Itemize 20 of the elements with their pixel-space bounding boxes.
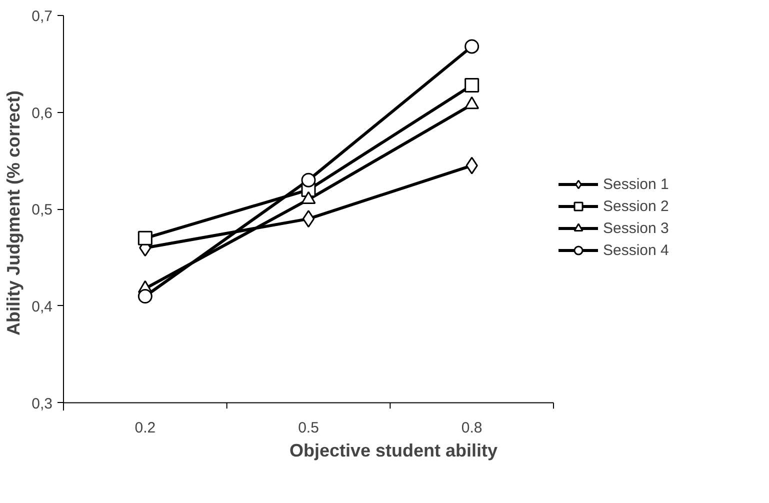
y-axis-title: Ability Judgment (% correct) <box>4 90 24 336</box>
point <box>138 230 152 246</box>
point <box>301 172 316 188</box>
legend-label: Session 2 <box>603 198 669 214</box>
x-tick-label: 0.5 <box>298 420 319 436</box>
x-tick-label: 0.8 <box>461 420 482 436</box>
legend-label: Session 3 <box>603 220 669 236</box>
y-tick-label: 0,6 <box>32 104 53 122</box>
x-axis-title: Objective student ability <box>289 440 498 460</box>
y-tick-label: 0,3 <box>32 395 53 412</box>
legend-label: Session 1 <box>603 176 669 192</box>
y-tick-label: 0,5 <box>32 202 53 219</box>
legend-label: Session 4 <box>603 242 669 258</box>
x-tick-label: 0.2 <box>134 420 156 436</box>
point <box>464 78 480 92</box>
y-tick-label: 0,4 <box>32 298 53 316</box>
point <box>464 39 480 54</box>
point <box>302 210 315 228</box>
y-tick-label: 0,7 <box>32 8 53 25</box>
point <box>138 289 152 304</box>
